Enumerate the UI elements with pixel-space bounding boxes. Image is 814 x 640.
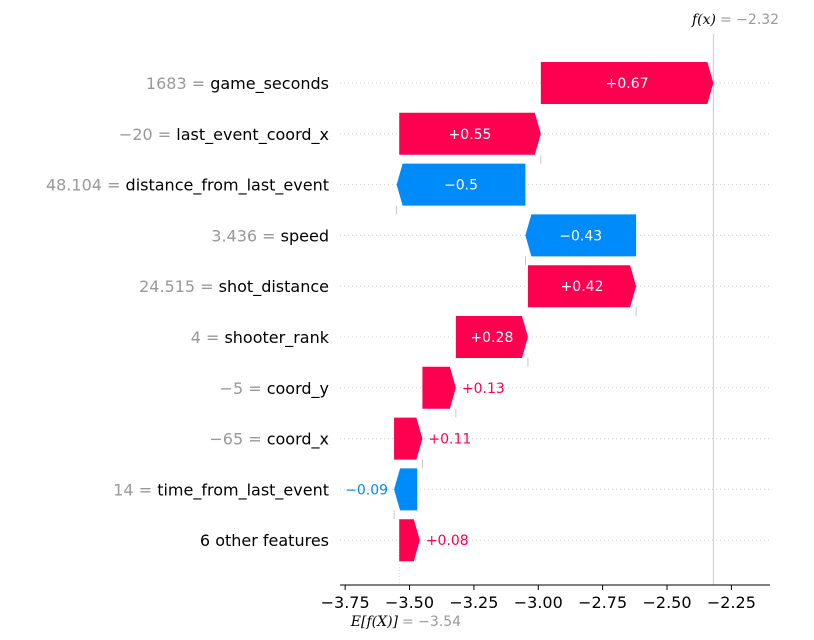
contribution-label: +0.28 xyxy=(470,330,513,346)
contribution-bar xyxy=(422,366,456,409)
x-tick-label: −2.25 xyxy=(707,593,756,612)
feature-name: shooter_rank xyxy=(224,328,329,348)
feature-value: 14 = xyxy=(113,480,157,499)
x-tick-label: −3.75 xyxy=(321,593,370,612)
feature-value: −65 = xyxy=(209,430,266,449)
ex-value: = −3.54 xyxy=(402,614,461,630)
feature-labels: 1683 = game_seconds −20 = last_event_coor… xyxy=(46,74,330,550)
feature-name: distance_from_last_event xyxy=(126,176,329,196)
feature-label: 6 other features xyxy=(200,531,329,550)
feature-label: 1683 = game_seconds xyxy=(146,74,329,94)
contribution-label: +0.42 xyxy=(561,279,604,295)
feature-label: 14 = time_from_last_event xyxy=(113,480,329,500)
contribution-label: +0.11 xyxy=(428,432,471,448)
feature-name: shot_distance xyxy=(219,277,329,297)
contribution-bar xyxy=(399,112,541,155)
feature-name: speed xyxy=(281,226,329,245)
contribution-bar xyxy=(455,316,528,358)
contribution-label: −0.5 xyxy=(444,178,478,194)
feature-value: 48.104 = xyxy=(46,176,126,195)
feature-value: 24.515 = xyxy=(139,277,219,296)
contribution-label: +0.08 xyxy=(426,533,469,549)
contribution-bar xyxy=(525,214,637,257)
contribution-bar xyxy=(399,519,420,562)
feature-value: 4 = xyxy=(191,328,225,347)
contribution-label: +0.13 xyxy=(462,381,505,397)
x-axis: −3.75 −3.50 −3.25 −3.00 −2.75 −2.50 −2.25 xyxy=(321,584,770,612)
connector-lines xyxy=(393,104,714,520)
contribution-labels: +0.67 +0.55 −0.5 −0.43 +0.42 +0.28 +0.13 +0.11 −… xyxy=(345,76,648,549)
feature-label: 4 = shooter_rank xyxy=(191,328,330,348)
feature-name: last_event_coord_x xyxy=(176,125,329,145)
contribution-label: +0.67 xyxy=(606,76,649,92)
contribution-bar xyxy=(540,62,714,104)
x-tick-label: −2.50 xyxy=(642,593,691,612)
contribution-label: −0.09 xyxy=(345,482,388,498)
contribution-label: +0.55 xyxy=(449,127,492,143)
contribution-bars xyxy=(394,62,714,562)
feature-label: −20 = last_event_coord_x xyxy=(119,125,329,145)
contribution-bar xyxy=(394,468,418,511)
feature-value: 3.436 = xyxy=(211,226,280,245)
feature-label: 24.515 = shot_distance xyxy=(139,277,329,297)
contribution-label: −0.43 xyxy=(559,228,602,244)
fx-value: = −2.32 xyxy=(720,12,779,28)
contribution-bar xyxy=(527,265,637,308)
feature-label: 3.436 = speed xyxy=(211,226,329,245)
feature-name: 6 other features xyxy=(200,531,329,550)
x-tick-label: −3.50 xyxy=(385,593,434,612)
feature-value: −20 = xyxy=(119,125,176,144)
feature-label: −5 = coord_y xyxy=(220,379,329,399)
feature-name: time_from_last_event xyxy=(157,480,329,500)
feature-label: 48.104 = distance_from_last_event xyxy=(46,176,329,196)
x-tick-label: −3.00 xyxy=(514,593,563,612)
x-tick-label: −2.75 xyxy=(578,593,627,612)
contribution-bar xyxy=(394,417,423,460)
x-tick-label: −3.25 xyxy=(449,593,498,612)
reference-lines xyxy=(398,34,714,585)
feature-label: −65 = coord_x xyxy=(209,430,329,450)
feature-value: 1683 = xyxy=(146,74,210,93)
feature-value: −5 = xyxy=(220,379,267,398)
contribution-bar xyxy=(396,163,526,206)
fx-label: f(x) xyxy=(691,12,716,28)
feature-name: game_seconds xyxy=(210,74,329,94)
ex-label: E[f(X)] xyxy=(350,614,399,630)
feature-name: coord_y xyxy=(267,379,329,399)
feature-name: coord_x xyxy=(267,430,329,450)
